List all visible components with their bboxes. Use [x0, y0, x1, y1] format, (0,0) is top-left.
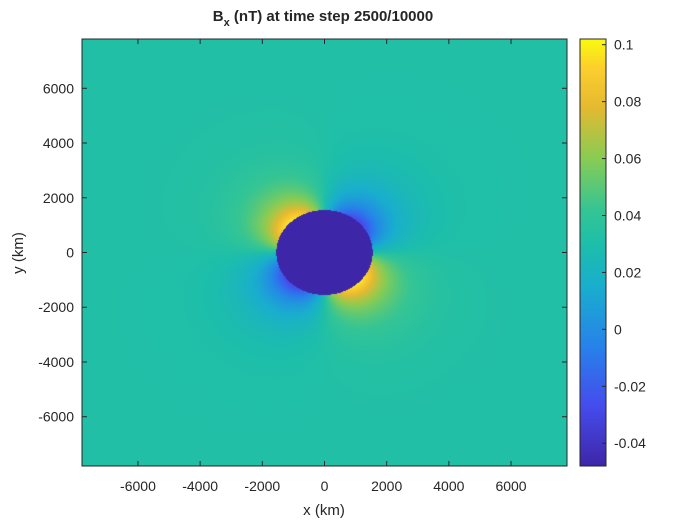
heatmap-area — [82, 39, 567, 466]
colorbar-tick-label: 0.02 — [614, 264, 641, 280]
chart-title: Bx (nT) at time step 2500/10000 — [213, 8, 433, 29]
colorbar-tick-label: 0.1 — [614, 37, 634, 53]
colorbar-tick-label: 0.04 — [614, 207, 641, 223]
y-tick-label: -4000 — [38, 354, 74, 370]
x-tick-label: 4000 — [433, 478, 464, 494]
x-tick-label: -6000 — [120, 478, 156, 494]
x-axis-label: x (km) — [303, 502, 345, 519]
x-axis: -6000 -4000 -2000 0 2000 4000 6000 — [120, 39, 527, 494]
chart-title-subscript: x — [224, 17, 231, 29]
y-tick-label: 4000 — [43, 135, 74, 151]
y-axis: 6000 4000 2000 0 -2000 -4000 -6000 — [38, 80, 567, 425]
chart-title-main: B — [213, 8, 224, 25]
colorbar-tick-label: 0.08 — [614, 94, 641, 110]
y-tick-label: -2000 — [38, 299, 74, 315]
colorbar-tick-label: -0.04 — [614, 435, 646, 451]
colorbar-canvas — [580, 39, 606, 466]
colorbar-frame — [579, 38, 607, 467]
colorbar-tick-label: 0 — [614, 321, 622, 337]
x-tick-label: 6000 — [495, 478, 526, 494]
y-tick-label: 0 — [66, 245, 74, 261]
y-tick-label: -6000 — [38, 409, 74, 425]
x-tick-label: -2000 — [244, 478, 280, 494]
colorbar-tick-label: -0.02 — [614, 378, 646, 394]
colorbar-tick-label: 0.06 — [614, 151, 641, 167]
x-tick-label: 2000 — [371, 478, 402, 494]
y-tick-label: 2000 — [43, 190, 74, 206]
y-axis-label: y (km) — [10, 232, 27, 274]
colorbar-area — [580, 39, 606, 466]
x-tick-label: 0 — [321, 478, 329, 494]
chart-title-rest: (nT) at time step 2500/10000 — [230, 8, 433, 25]
y-tick-label: 6000 — [43, 80, 74, 96]
heatmap-canvas — [82, 39, 567, 466]
x-tick-label: -4000 — [182, 478, 218, 494]
colorbar-axis: 0.1 0.08 0.06 0.04 0.02 0 -0.02 -0.04 — [602, 37, 646, 451]
